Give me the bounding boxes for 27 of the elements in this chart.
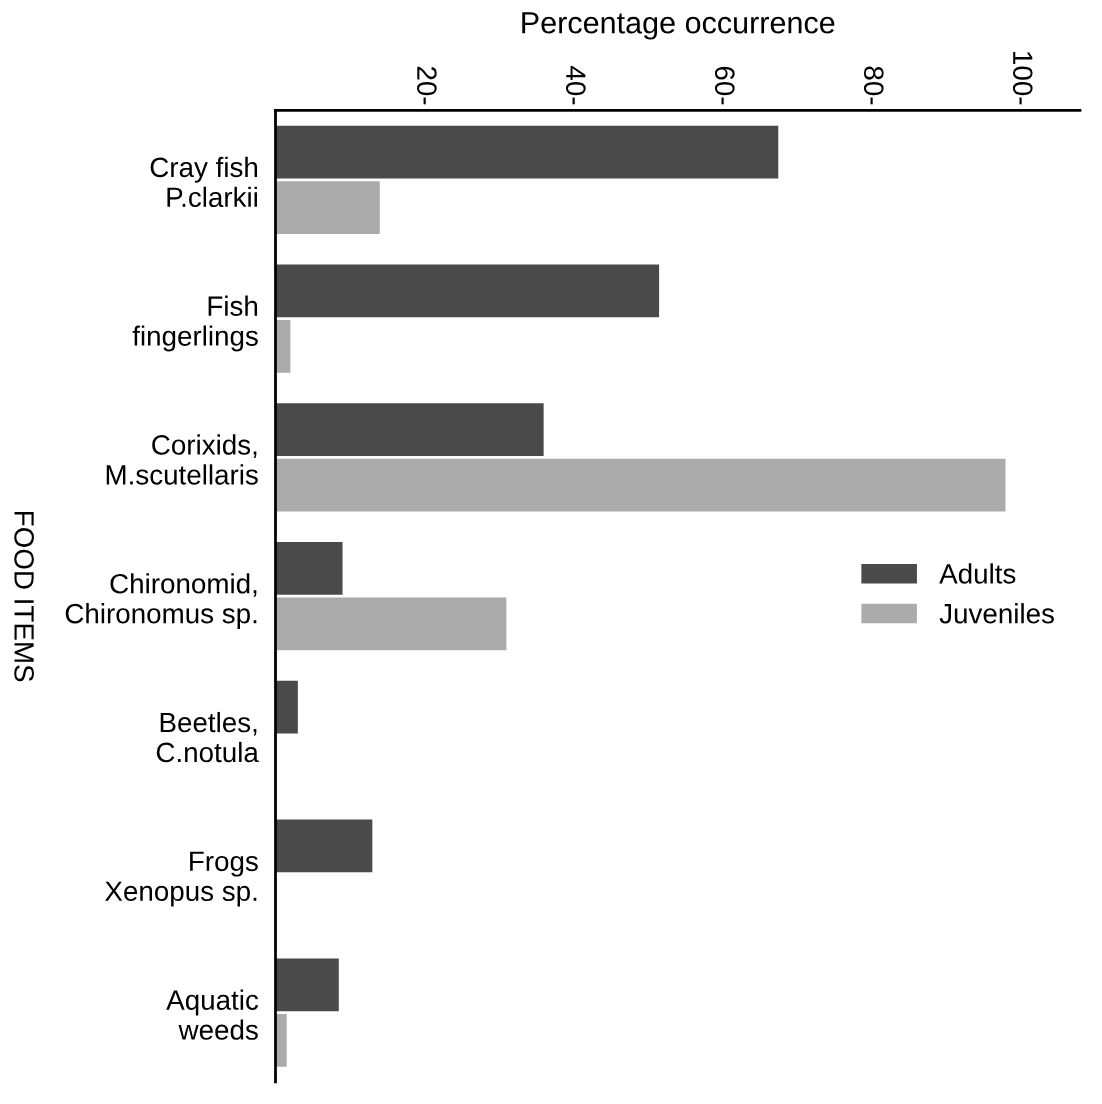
bar	[275, 597, 507, 651]
bar	[275, 680, 298, 734]
y-tick-label: Aquatic weeds	[166, 989, 259, 1040]
y-tick-label: Beetles, C.notula	[156, 711, 259, 763]
x-tick-label: 100-	[1012, 52, 1033, 105]
bar	[275, 819, 373, 873]
y-tick-label: Chironomid, Chironomus sp.	[65, 573, 257, 629]
y-axis-title: FOOD ITEMS	[14, 512, 34, 682]
y-tick-label: Fish fingerlings	[132, 295, 258, 352]
legend-label: Adults	[939, 563, 1016, 584]
x-axis-title: Percentage occurrence	[522, 12, 835, 40]
legend-label: Juveniles	[939, 603, 1054, 624]
bar	[275, 264, 660, 318]
bar	[275, 125, 779, 179]
x-tick-label: 60-	[714, 66, 735, 105]
x-tick-label: 40-	[565, 66, 586, 105]
bar	[275, 458, 1006, 512]
bar	[275, 1013, 287, 1067]
x-tick-label: 20-	[417, 66, 437, 105]
bar	[275, 403, 544, 456]
bar	[275, 958, 339, 1012]
bar	[275, 181, 380, 234]
x-tick-label: 80-	[863, 66, 884, 105]
bar	[275, 542, 343, 595]
y-tick-label: Frogs Xenopus sp.	[105, 851, 258, 907]
y-tick-label: Corixids, M.scutellaris	[106, 434, 258, 485]
y-tick-label: Cray fish P.clarkii	[150, 156, 258, 208]
